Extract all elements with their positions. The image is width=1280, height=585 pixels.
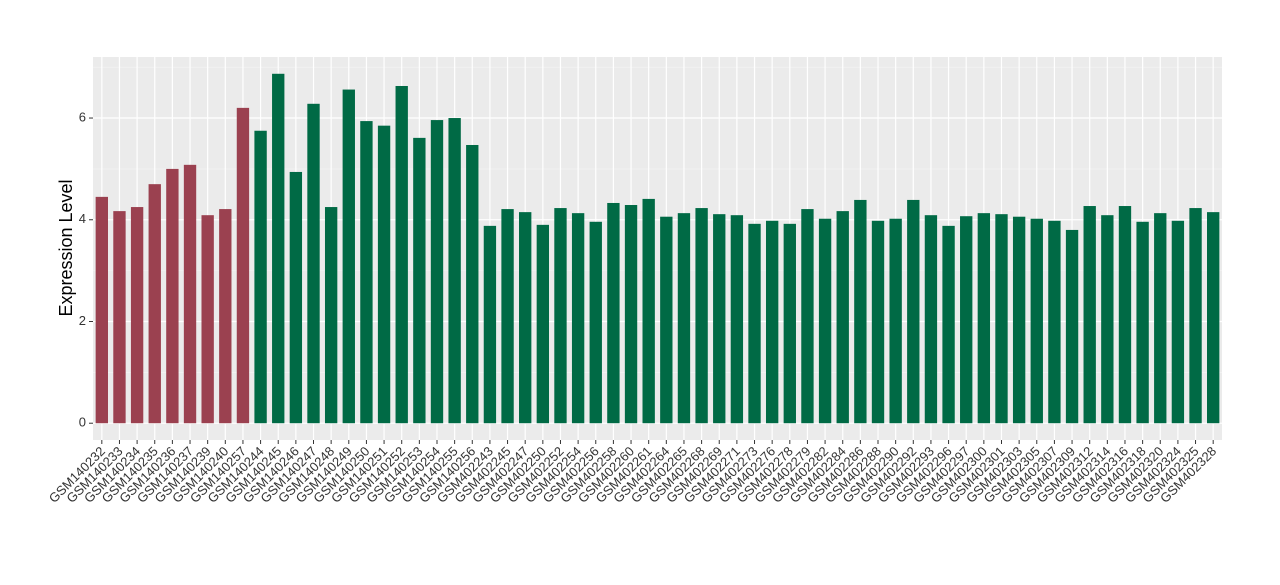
- bar: [1083, 206, 1096, 424]
- bar: [483, 225, 497, 424]
- bar: [960, 216, 973, 424]
- bar: [324, 207, 338, 424]
- bar: [642, 198, 655, 424]
- bar: [1118, 206, 1132, 424]
- bar: [607, 202, 620, 424]
- bar: [677, 213, 691, 424]
- bar: [783, 223, 796, 424]
- bar: [95, 196, 108, 424]
- bar: [254, 130, 267, 424]
- bar: [818, 218, 832, 424]
- bar: [624, 205, 638, 424]
- bar: [377, 125, 391, 424]
- y-tick-label: 2: [79, 313, 86, 328]
- bar: [113, 211, 126, 424]
- bar: [1101, 215, 1114, 424]
- bar: [695, 208, 708, 424]
- bar: [977, 213, 991, 424]
- bar: [342, 89, 355, 424]
- bar: [1136, 221, 1149, 424]
- bar: [871, 220, 885, 424]
- bar: [554, 208, 567, 424]
- bar: [1030, 218, 1043, 424]
- bar: [1048, 220, 1061, 424]
- bar: [730, 215, 744, 424]
- bar: [395, 85, 408, 424]
- bar: [272, 73, 285, 424]
- bar: [589, 221, 602, 424]
- bar: [1154, 213, 1167, 424]
- bar: [1189, 208, 1202, 424]
- bar: [571, 213, 585, 424]
- bar: [501, 209, 514, 424]
- bar: [1012, 216, 1026, 424]
- bar: [1065, 229, 1079, 424]
- bar: [466, 144, 479, 424]
- bar: [660, 216, 673, 424]
- bar: [854, 199, 867, 424]
- bar: [889, 218, 902, 424]
- bar: [748, 223, 761, 424]
- bar: [765, 220, 779, 424]
- bar: [360, 121, 373, 424]
- bar: [448, 118, 461, 424]
- bar: [219, 209, 232, 424]
- bar: [924, 215, 938, 424]
- bar: [713, 214, 726, 424]
- bar: [907, 199, 920, 424]
- bar: [430, 120, 444, 424]
- y-axis-label: Expression Level: [56, 179, 76, 316]
- bar: [801, 209, 814, 424]
- y-tick-label: 6: [79, 109, 86, 124]
- bar: [183, 164, 197, 424]
- bar: [166, 168, 179, 424]
- bar: [995, 214, 1008, 424]
- bar: [236, 107, 250, 424]
- bar: [201, 215, 214, 424]
- bar: [836, 211, 849, 424]
- bar: [307, 103, 320, 424]
- bar: [519, 212, 532, 424]
- bar: [1207, 212, 1220, 424]
- bar: [942, 225, 955, 424]
- y-tick-label: 4: [79, 211, 86, 226]
- y-tick-label: 0: [79, 415, 86, 430]
- bar: [1171, 220, 1185, 424]
- bar: [289, 171, 303, 424]
- bar: [536, 224, 550, 424]
- bar: [413, 137, 426, 424]
- bar: [130, 207, 144, 424]
- bar: [148, 184, 161, 424]
